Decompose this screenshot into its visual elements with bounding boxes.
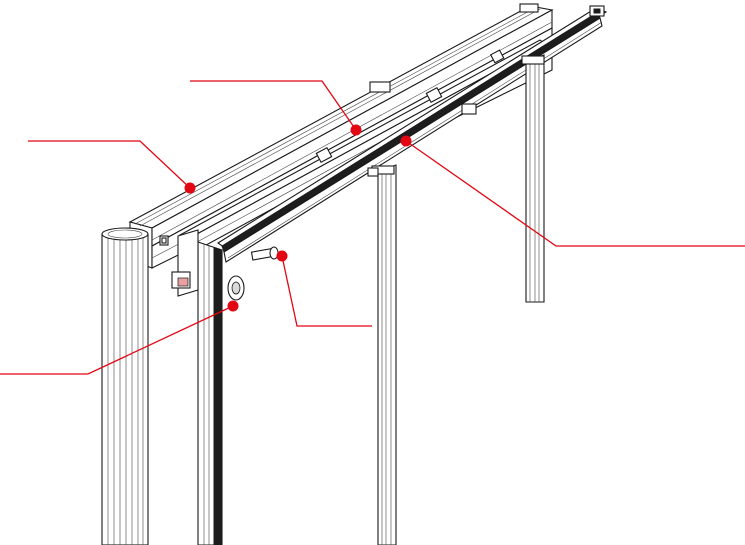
callout-dot-top-rail-front	[184, 182, 196, 194]
callout-dot-top-rail-back	[350, 124, 362, 136]
callout-leader-glass-track	[405, 140, 745, 247]
callout-dot-glass-track	[400, 135, 412, 147]
callout-dot-hinge-bolt	[276, 250, 288, 262]
right-posts	[369, 3, 545, 545]
callout-leader-top-rail-back	[190, 80, 357, 131]
track-connector	[461, 103, 477, 115]
track-connector	[367, 167, 379, 177]
bracket-hardware	[159, 229, 199, 297]
left-column	[101, 227, 149, 545]
door-panel	[197, 241, 223, 545]
callout-group	[0, 80, 745, 375]
hinge-bolt	[250, 246, 279, 261]
callout-leader-wall-roller	[0, 305, 234, 375]
middle-rail	[179, 39, 546, 257]
callout-leader-hinge-bolt	[281, 255, 372, 327]
callout-dot-wall-roller	[227, 300, 239, 312]
glass-track	[217, 5, 608, 263]
wall-roller	[227, 275, 245, 301]
callout-leader-top-rail-front	[28, 140, 191, 189]
